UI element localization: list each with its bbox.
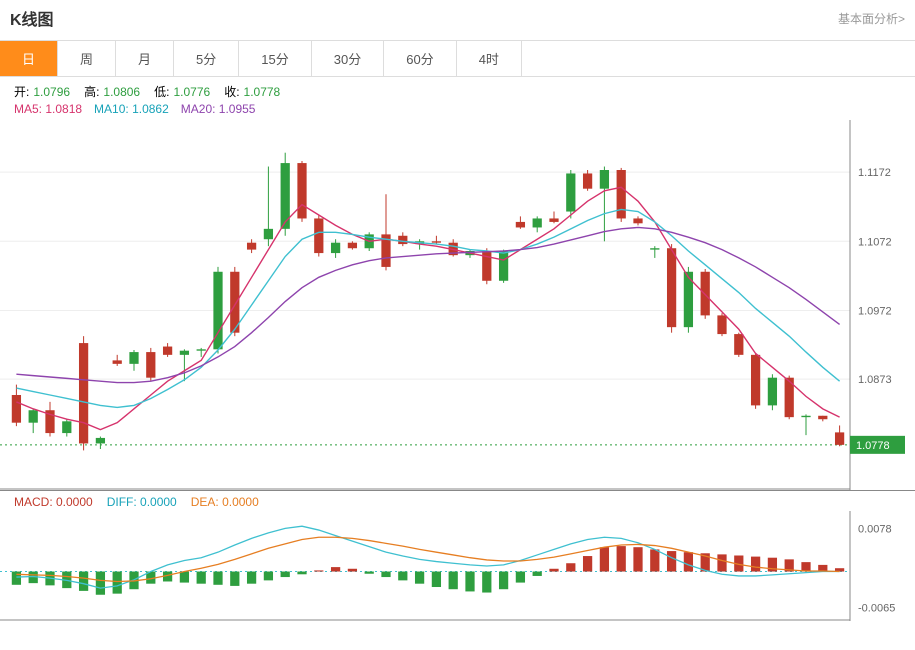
close-label: 收:: [224, 85, 239, 99]
timeframe-tab-7[interactable]: 4时: [457, 41, 522, 76]
close-value: 1.0778: [244, 85, 281, 99]
macd-legend-row: MACD: 0.0000 DIFF: 0.0000 DEA: 0.0000: [0, 490, 915, 511]
svg-text:1.0873: 1.0873: [858, 374, 892, 386]
candlestick-chart[interactable]: 1.0873 1.0972 1.1072 1.1172 1.0778: [0, 120, 905, 490]
ma-indicator: MA10: 1.0862: [94, 102, 169, 116]
low-value: 1.0776: [173, 85, 210, 99]
low-label: 低:: [154, 85, 169, 99]
chart-title: K线图: [10, 6, 54, 30]
timeframe-tab-1[interactable]: 周: [58, 41, 116, 76]
timeframe-tab-0[interactable]: 日: [0, 41, 58, 76]
ohlc-row: 开: 1.0796 高: 1.0806 低: 1.0776 收: 1.0778: [0, 77, 915, 102]
ma-indicator: MA20: 1.0955: [181, 102, 256, 116]
svg-text:1.0778: 1.0778: [856, 440, 890, 452]
fundamental-analysis-link[interactable]: 基本面分析>: [838, 10, 905, 27]
ma-indicator: MA5: 1.0818: [14, 102, 82, 116]
timeframe-tabs: 日周月5分15分30分60分4时: [0, 40, 915, 77]
timeframe-tab-4[interactable]: 15分: [239, 41, 311, 76]
ma-indicator-row: MA5: 1.0818 MA10: 1.0862 MA20: 1.0955: [0, 102, 915, 120]
timeframe-tab-3[interactable]: 5分: [174, 41, 239, 76]
high-value: 1.0806: [103, 85, 140, 99]
timeframe-tab-6[interactable]: 60分: [384, 41, 456, 76]
open-value: 1.0796: [33, 85, 70, 99]
macd-chart[interactable]: -0.0065 0.0078: [0, 511, 905, 621]
svg-text:0.0078: 0.0078: [858, 523, 892, 535]
chart-area: 开: 1.0796 高: 1.0806 低: 1.0776 收: 1.0778 MA5:…: [0, 77, 915, 621]
kline-container: K线图 基本面分析> 日周月5分15分30分60分4时 开: 1.0796 高: 1…: [0, 0, 915, 650]
timeframe-tab-2[interactable]: 月: [116, 41, 174, 76]
high-label: 高:: [84, 85, 99, 99]
header: K线图 基本面分析>: [0, 0, 915, 40]
timeframe-tab-5[interactable]: 30分: [312, 41, 384, 76]
svg-text:1.1072: 1.1072: [858, 236, 892, 248]
svg-text:1.0972: 1.0972: [858, 306, 892, 318]
svg-text:-0.0065: -0.0065: [858, 602, 895, 614]
svg-text:1.1172: 1.1172: [858, 167, 891, 179]
macd-indicator: DEA: 0.0000: [191, 495, 259, 509]
macd-indicator: DIFF: 0.0000: [107, 495, 177, 509]
open-label: 开:: [14, 85, 29, 99]
macd-indicator: MACD: 0.0000: [14, 495, 93, 509]
